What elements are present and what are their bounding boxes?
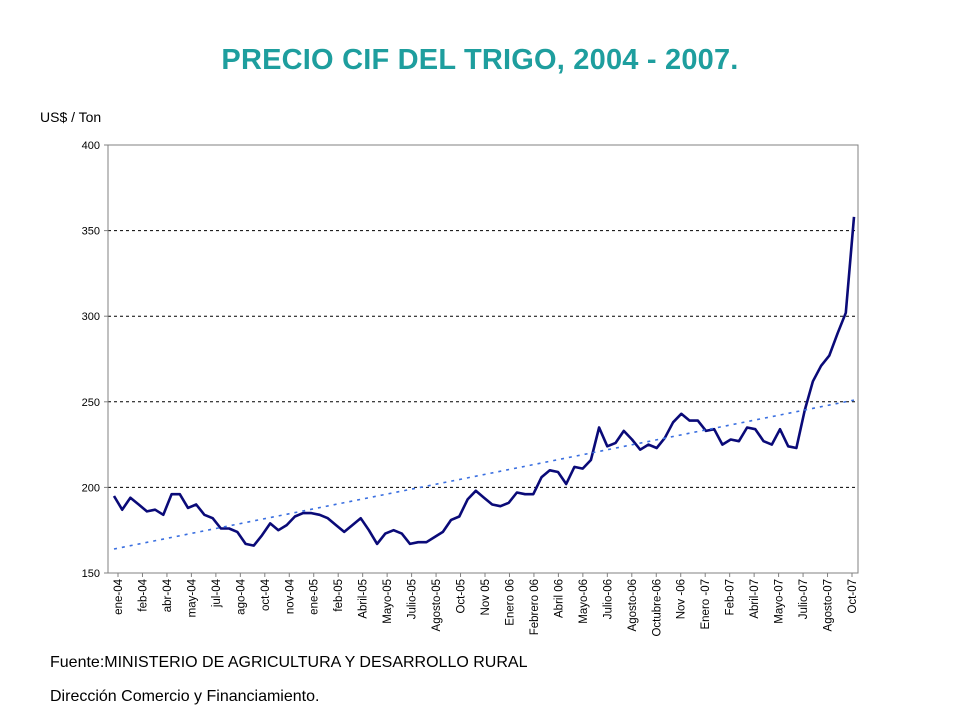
y-tick-label: 400 [82, 140, 100, 152]
x-tick-label: nov-04 [284, 578, 296, 614]
y-tick-label: 150 [82, 568, 100, 580]
x-tick-label: Oct-07 [847, 579, 859, 614]
x-tick-label: Febrero 06 [529, 579, 541, 635]
y-tick-label: 300 [82, 311, 100, 323]
x-axis-ticks: ene-04 feb-04 abr-04 may-04 jul-04 ago-04 oct-… [113, 573, 859, 637]
price-series-line [112, 216, 856, 547]
trend-line [113, 399, 855, 550]
x-tick-label: jul-04 [211, 578, 223, 608]
x-tick-label: Julio-06 [602, 579, 614, 619]
x-tick-label: Agosto-06 [627, 579, 639, 631]
x-tick-label: ago-04 [235, 578, 247, 614]
x-tick-label: Oct-05 [456, 579, 468, 614]
x-tick-label: oct-04 [260, 578, 272, 611]
series-layer [112, 216, 856, 550]
x-tick-label: may-04 [186, 578, 198, 617]
x-tick-label: Nov 05 [480, 579, 492, 615]
x-tick-label: Julio-07 [798, 579, 810, 619]
x-tick-label: Agosto-07 [823, 579, 835, 631]
x-tick-label: Mayo-06 [578, 579, 590, 624]
x-tick-label: ene-05 [309, 579, 321, 615]
y-axis-ticks: 150 200 250 300 350 400 [82, 140, 108, 580]
x-tick-label: Agosto-05 [431, 579, 443, 631]
grid-lines [108, 230, 858, 488]
source-line-1: Fuente:MINISTERIO DE AGRICULTURA Y DESAR… [50, 654, 528, 671]
y-tick-label: 200 [82, 482, 100, 494]
x-tick-label: Feb-07 [725, 579, 737, 615]
x-tick-label: Abril-05 [358, 579, 370, 619]
chart-title: PRECIO CIF DEL TRIGO, 2004 - 2007. [221, 44, 739, 76]
x-tick-label: Mayo-07 [774, 579, 786, 624]
x-tick-label: feb-05 [333, 579, 345, 612]
plot-area-frame [107, 144, 859, 574]
y-tick-label: 350 [82, 226, 100, 238]
x-tick-label: Abril 06 [553, 579, 565, 618]
x-tick-label: Enero -07 [700, 579, 712, 630]
x-tick-label: Nov -06 [676, 579, 688, 619]
source-line-2: Dirección Comercio y Financiamiento. [50, 688, 320, 705]
y-tick-label: 250 [82, 397, 100, 409]
y-axis-unit-label: US$ / Ton [40, 109, 102, 125]
x-tick-label: abr-04 [162, 578, 174, 612]
x-tick-label: ene-04 [113, 578, 125, 614]
x-tick-label: Octubre-06 [651, 579, 663, 637]
x-tick-label: Abril-07 [749, 579, 761, 619]
x-tick-label: Enero 06 [504, 579, 516, 626]
x-tick-label: feb-04 [137, 578, 149, 611]
x-tick-label: Mayo-05 [382, 579, 394, 624]
x-tick-label: Julio-05 [407, 579, 419, 619]
